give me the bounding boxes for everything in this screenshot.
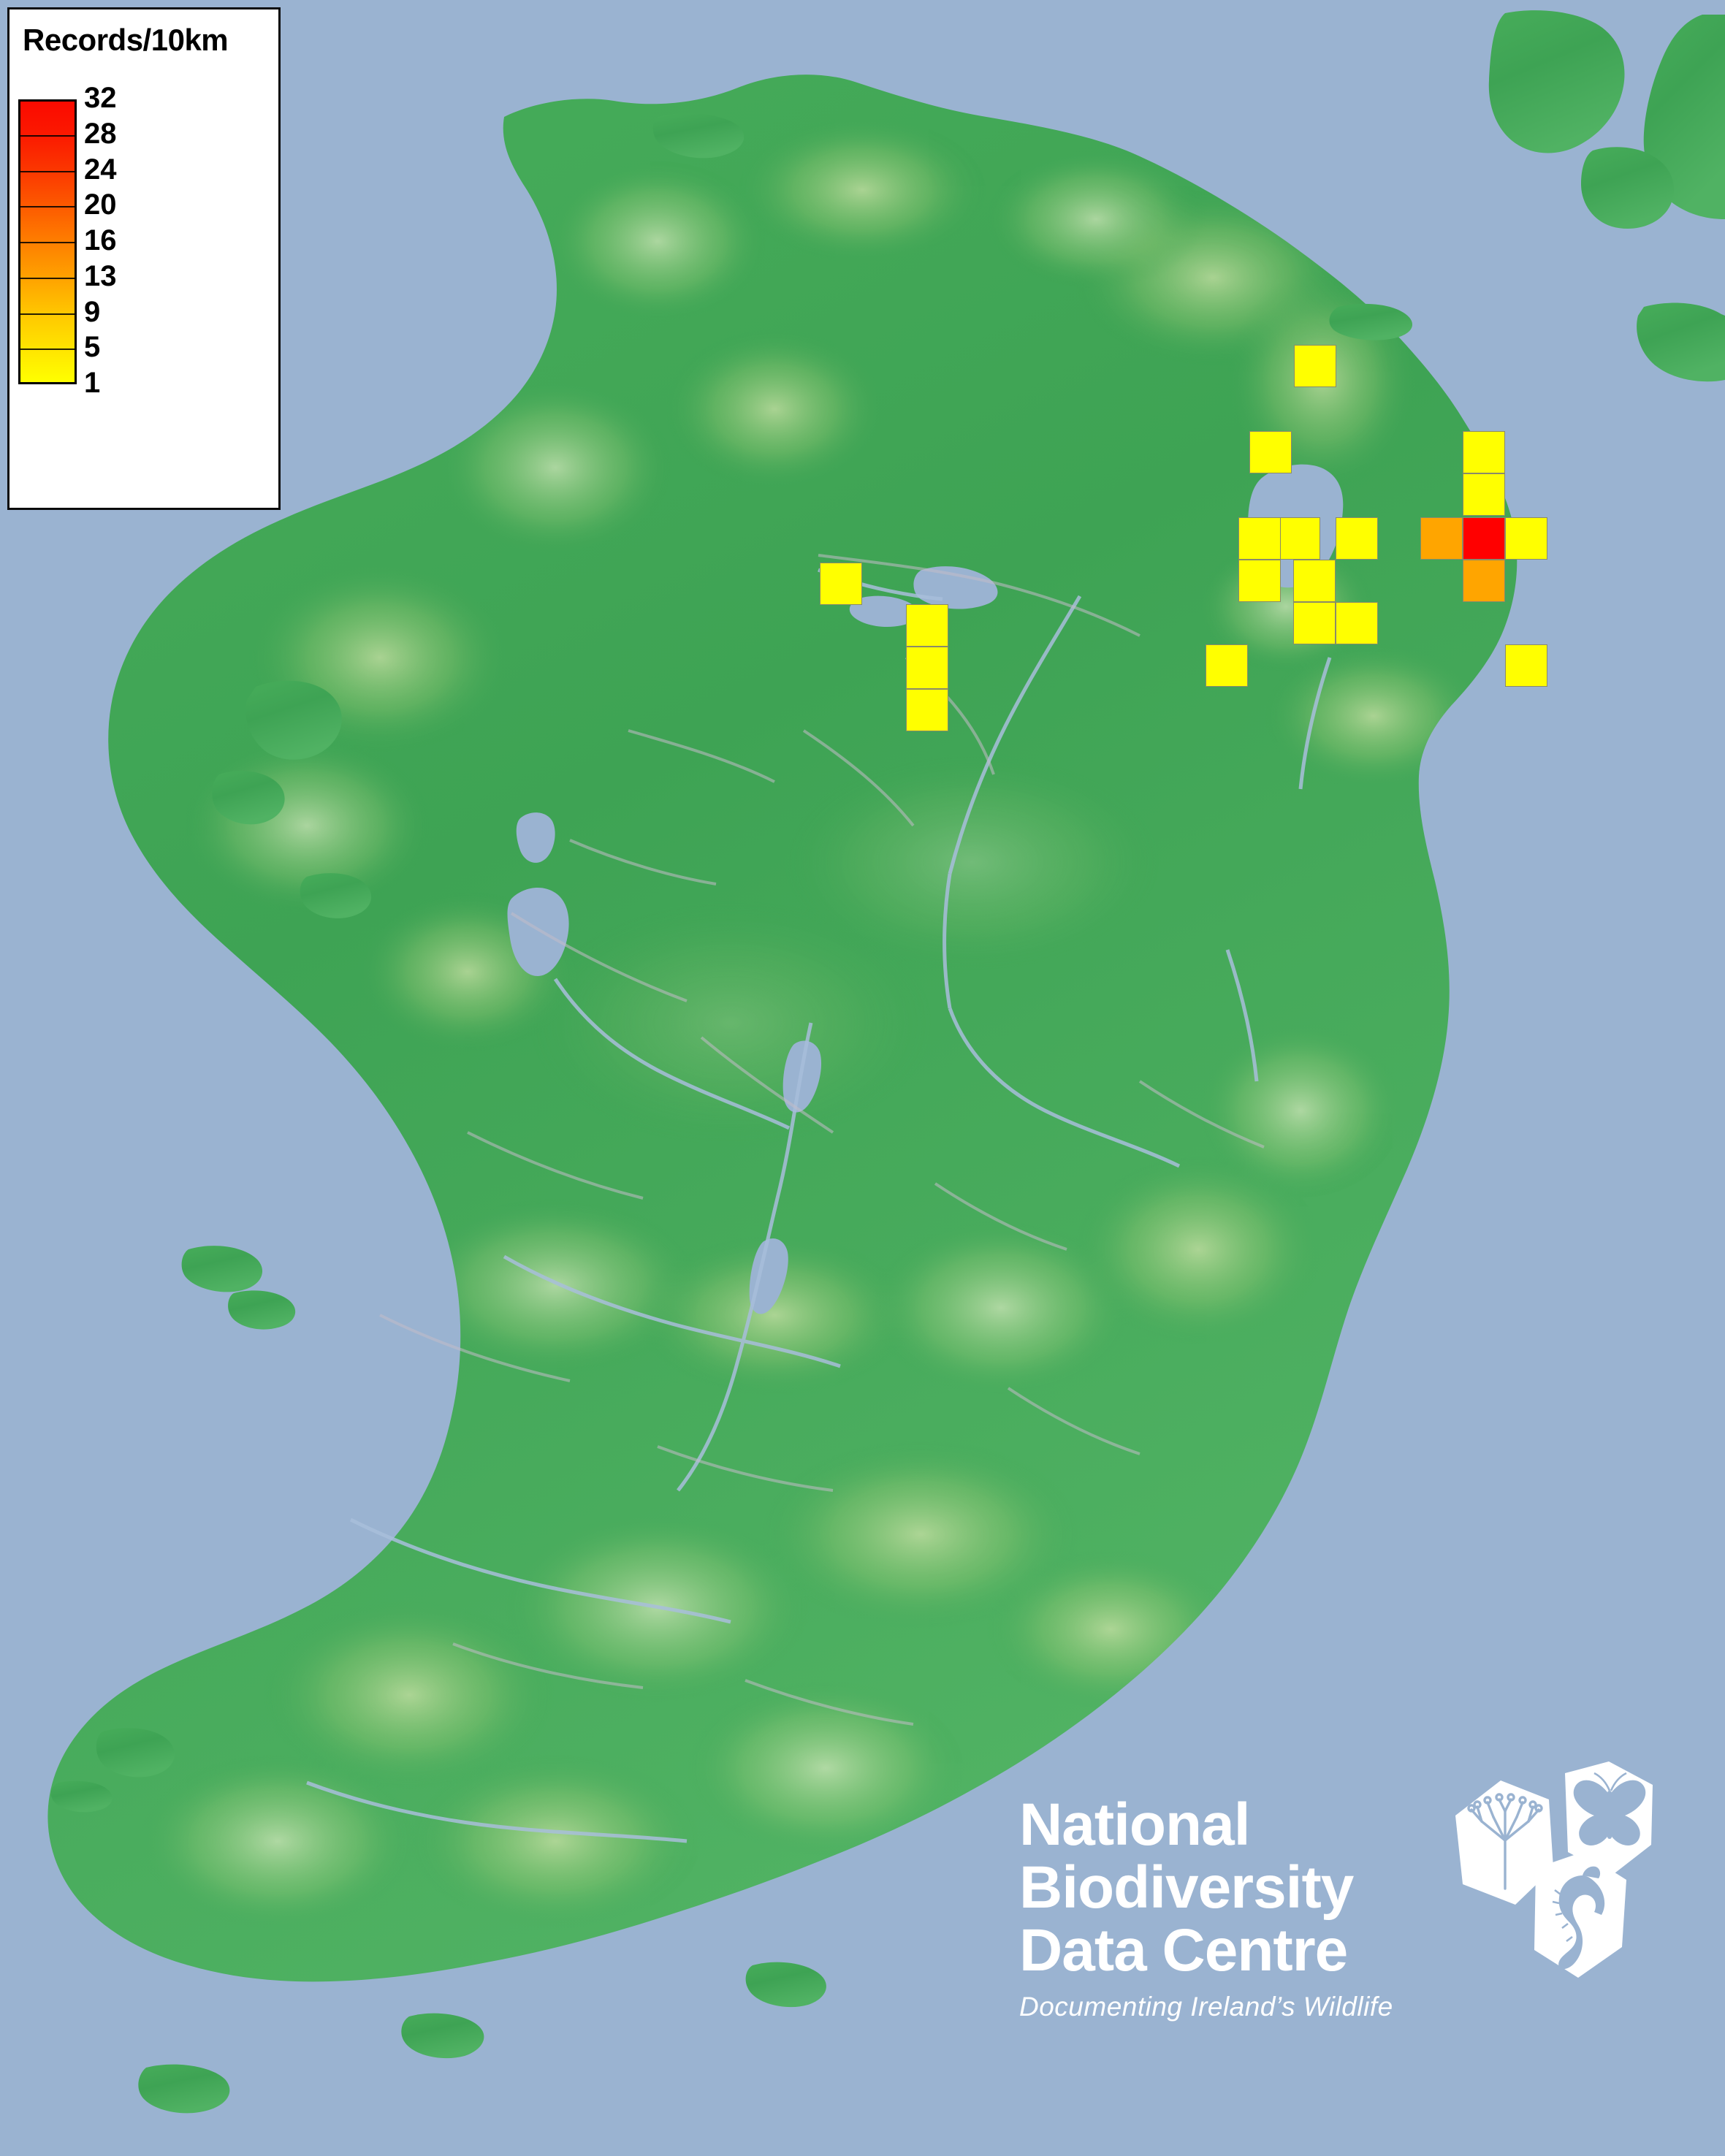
legend-label-28: 28 (84, 117, 117, 150)
record-square[interactable] (1206, 644, 1248, 687)
logo-line-2: Biodiversity (1019, 1854, 1354, 1921)
record-square[interactable] (1293, 602, 1336, 644)
legend-tick-16 (18, 242, 77, 243)
record-square[interactable] (1294, 345, 1336, 387)
record-square[interactable] (1463, 473, 1505, 516)
legend-label-16: 16 (84, 224, 117, 256)
legend-tick-13 (18, 277, 77, 279)
nbdc-logo-marks (1439, 1759, 1673, 2007)
lough-derg (749, 1238, 788, 1314)
record-square[interactable] (1505, 517, 1547, 560)
record-square[interactable] (1238, 517, 1281, 560)
record-square[interactable] (1249, 431, 1292, 473)
legend-panel: Records/10km 32 28 24 20 16 13 9 5 1 (7, 7, 281, 510)
lough-mask (516, 812, 555, 863)
legend-label-32: 32 (84, 82, 117, 114)
nbdc-logo-text: National Biodiversity Data Centre Docume… (1019, 1794, 1487, 2022)
butterfly-icon (1565, 1761, 1653, 1875)
offshore-islands (50, 10, 1725, 2114)
record-square[interactable] (906, 647, 948, 689)
legend-tick-5 (18, 348, 77, 351)
legend-tick-9 (18, 313, 77, 315)
record-square[interactable] (1336, 517, 1378, 560)
record-square[interactable] (1463, 517, 1505, 560)
record-square[interactable] (1505, 644, 1547, 687)
legend-label-13: 13 (84, 259, 117, 292)
county-boundaries (379, 554, 1265, 1726)
legend-label-9: 9 (84, 295, 101, 328)
plant-icon (1455, 1780, 1553, 1905)
lower-lough-erne (849, 595, 918, 628)
record-square[interactable] (1463, 560, 1505, 602)
legend-label-24: 24 (84, 153, 117, 186)
record-square[interactable] (820, 563, 862, 605)
record-square[interactable] (1336, 602, 1378, 644)
logo-tagline: Documenting Ireland’s Wildlife (1019, 1992, 1393, 2022)
legend-tick-24 (18, 170, 77, 172)
logo-line-3: Data Centre (1019, 1917, 1348, 1984)
legend-label-1: 1 (84, 367, 101, 399)
record-square[interactable] (906, 689, 948, 731)
legend-title: Records/10km (23, 23, 229, 57)
record-square[interactable] (906, 604, 948, 647)
legend-label-20: 20 (84, 188, 117, 221)
legend-tick-20 (18, 206, 77, 208)
lough-corrib (507, 888, 569, 976)
record-square[interactable] (1420, 517, 1463, 560)
record-square[interactable] (1238, 560, 1281, 602)
record-square[interactable] (1278, 517, 1320, 560)
logo-line-1: National (1019, 1791, 1250, 1858)
seahorse-icon (1534, 1852, 1626, 1978)
legend-label-5: 5 (84, 331, 101, 364)
record-square[interactable] (1293, 560, 1336, 602)
record-square[interactable] (1463, 431, 1505, 473)
legend-tick-28 (18, 134, 77, 137)
